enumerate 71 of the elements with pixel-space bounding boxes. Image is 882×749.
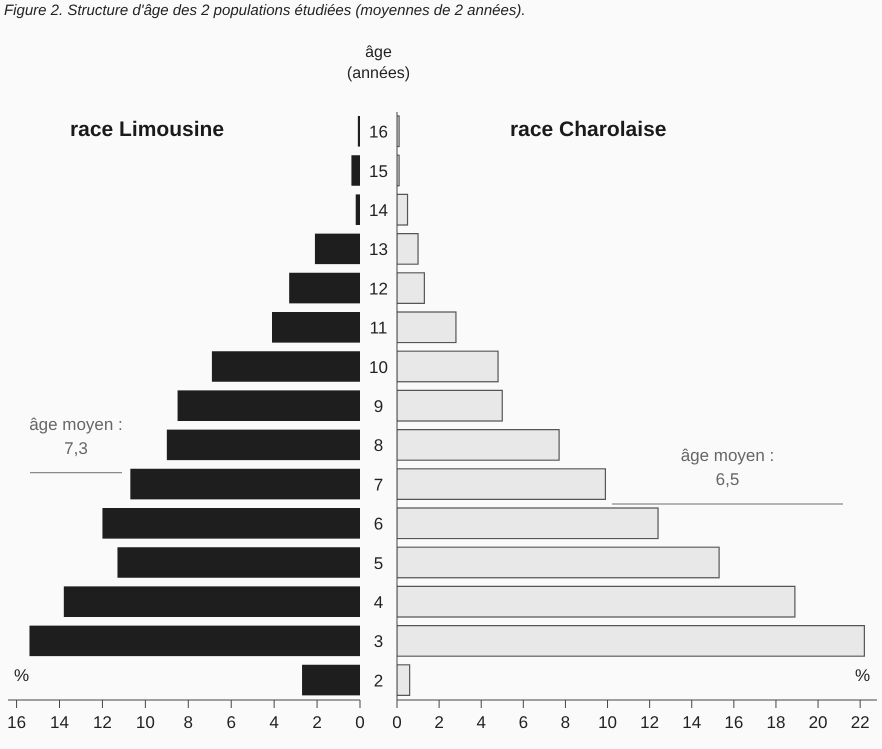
x-tick-label: 4 — [269, 713, 279, 732]
x-tick-label: 4 — [476, 713, 486, 732]
x-tick-label: 10 — [136, 713, 155, 732]
bar — [397, 272, 425, 304]
bar — [397, 546, 720, 578]
bar — [356, 194, 360, 225]
bar — [314, 234, 360, 264]
bar — [397, 586, 796, 618]
x-tick-label: 2 — [312, 713, 322, 732]
bar — [397, 390, 503, 422]
bar — [397, 468, 606, 500]
x-tick-label: 0 — [355, 713, 365, 732]
ref-line-label: âge moyen : 6,5 — [680, 445, 776, 491]
bar — [397, 429, 560, 461]
x-tick-label: 10 — [598, 713, 617, 732]
bar — [397, 350, 499, 382]
bar — [102, 508, 360, 539]
x-tick-label: 6 — [518, 713, 528, 732]
y-tick-label: 4 — [374, 593, 384, 612]
bar — [397, 507, 659, 540]
bar — [397, 233, 419, 265]
bar — [178, 390, 360, 421]
ref-line-label: âge moyen : 7,3 — [28, 414, 124, 460]
bar — [302, 664, 360, 696]
x-tick-label: 12 — [640, 713, 660, 732]
x-tick-label: 16 — [724, 713, 744, 732]
x-axis-title: % — [855, 666, 870, 686]
x-tick-label: 14 — [50, 713, 69, 732]
bar — [272, 312, 360, 343]
x-tick-label: 6 — [226, 713, 236, 732]
bar — [397, 311, 457, 344]
bar — [397, 664, 410, 696]
x-tick-label: 16 — [7, 713, 26, 732]
y-tick-label: 11 — [370, 318, 388, 338]
x-tick-label: 2 — [434, 713, 444, 732]
chart-title: race Limousine — [70, 118, 224, 142]
bar — [166, 430, 360, 460]
y-tick-label: 6 — [374, 514, 384, 534]
y-tick-label: 14 — [369, 201, 388, 220]
y-tick-label: 9 — [374, 397, 384, 416]
y-axis-title: âge (années) — [346, 43, 412, 84]
y-tick-label: 13 — [369, 240, 388, 260]
y-tick-label: 10 — [369, 358, 388, 377]
y-tick-label: 15 — [369, 162, 388, 181]
x-axis-title: % — [14, 666, 30, 686]
y-tick-label: 2 — [374, 671, 384, 690]
y-tick-label: 7 — [374, 475, 384, 494]
y-tick-label: 12 — [369, 279, 388, 298]
chart-title: race Charolaise — [510, 118, 666, 142]
y-tick-label: 16 — [369, 122, 388, 142]
y-tick-label: 5 — [374, 554, 384, 573]
bar — [29, 626, 360, 656]
bar — [289, 272, 360, 304]
bar — [117, 547, 360, 578]
x-tick-label: 18 — [766, 713, 786, 732]
y-tick-label: 3 — [374, 632, 384, 652]
x-tick-label: 20 — [808, 713, 828, 732]
x-tick-label: 14 — [682, 713, 702, 732]
bar — [212, 351, 360, 382]
bar — [64, 586, 360, 617]
x-tick-label: 8 — [560, 713, 570, 732]
bar — [351, 155, 360, 186]
x-tick-label: 8 — [184, 713, 194, 732]
bar — [397, 625, 865, 657]
x-tick-label: 22 — [850, 713, 870, 732]
bar — [397, 194, 408, 226]
bar — [130, 468, 360, 500]
caption: Figure 2. Structure d'âge des 2 populations étudiées (moyennes de 2 années). — [4, 2, 526, 19]
y-tick-label: 8 — [374, 436, 384, 456]
x-tick-label: 12 — [92, 713, 112, 732]
x-tick-label: 0 — [392, 713, 402, 732]
